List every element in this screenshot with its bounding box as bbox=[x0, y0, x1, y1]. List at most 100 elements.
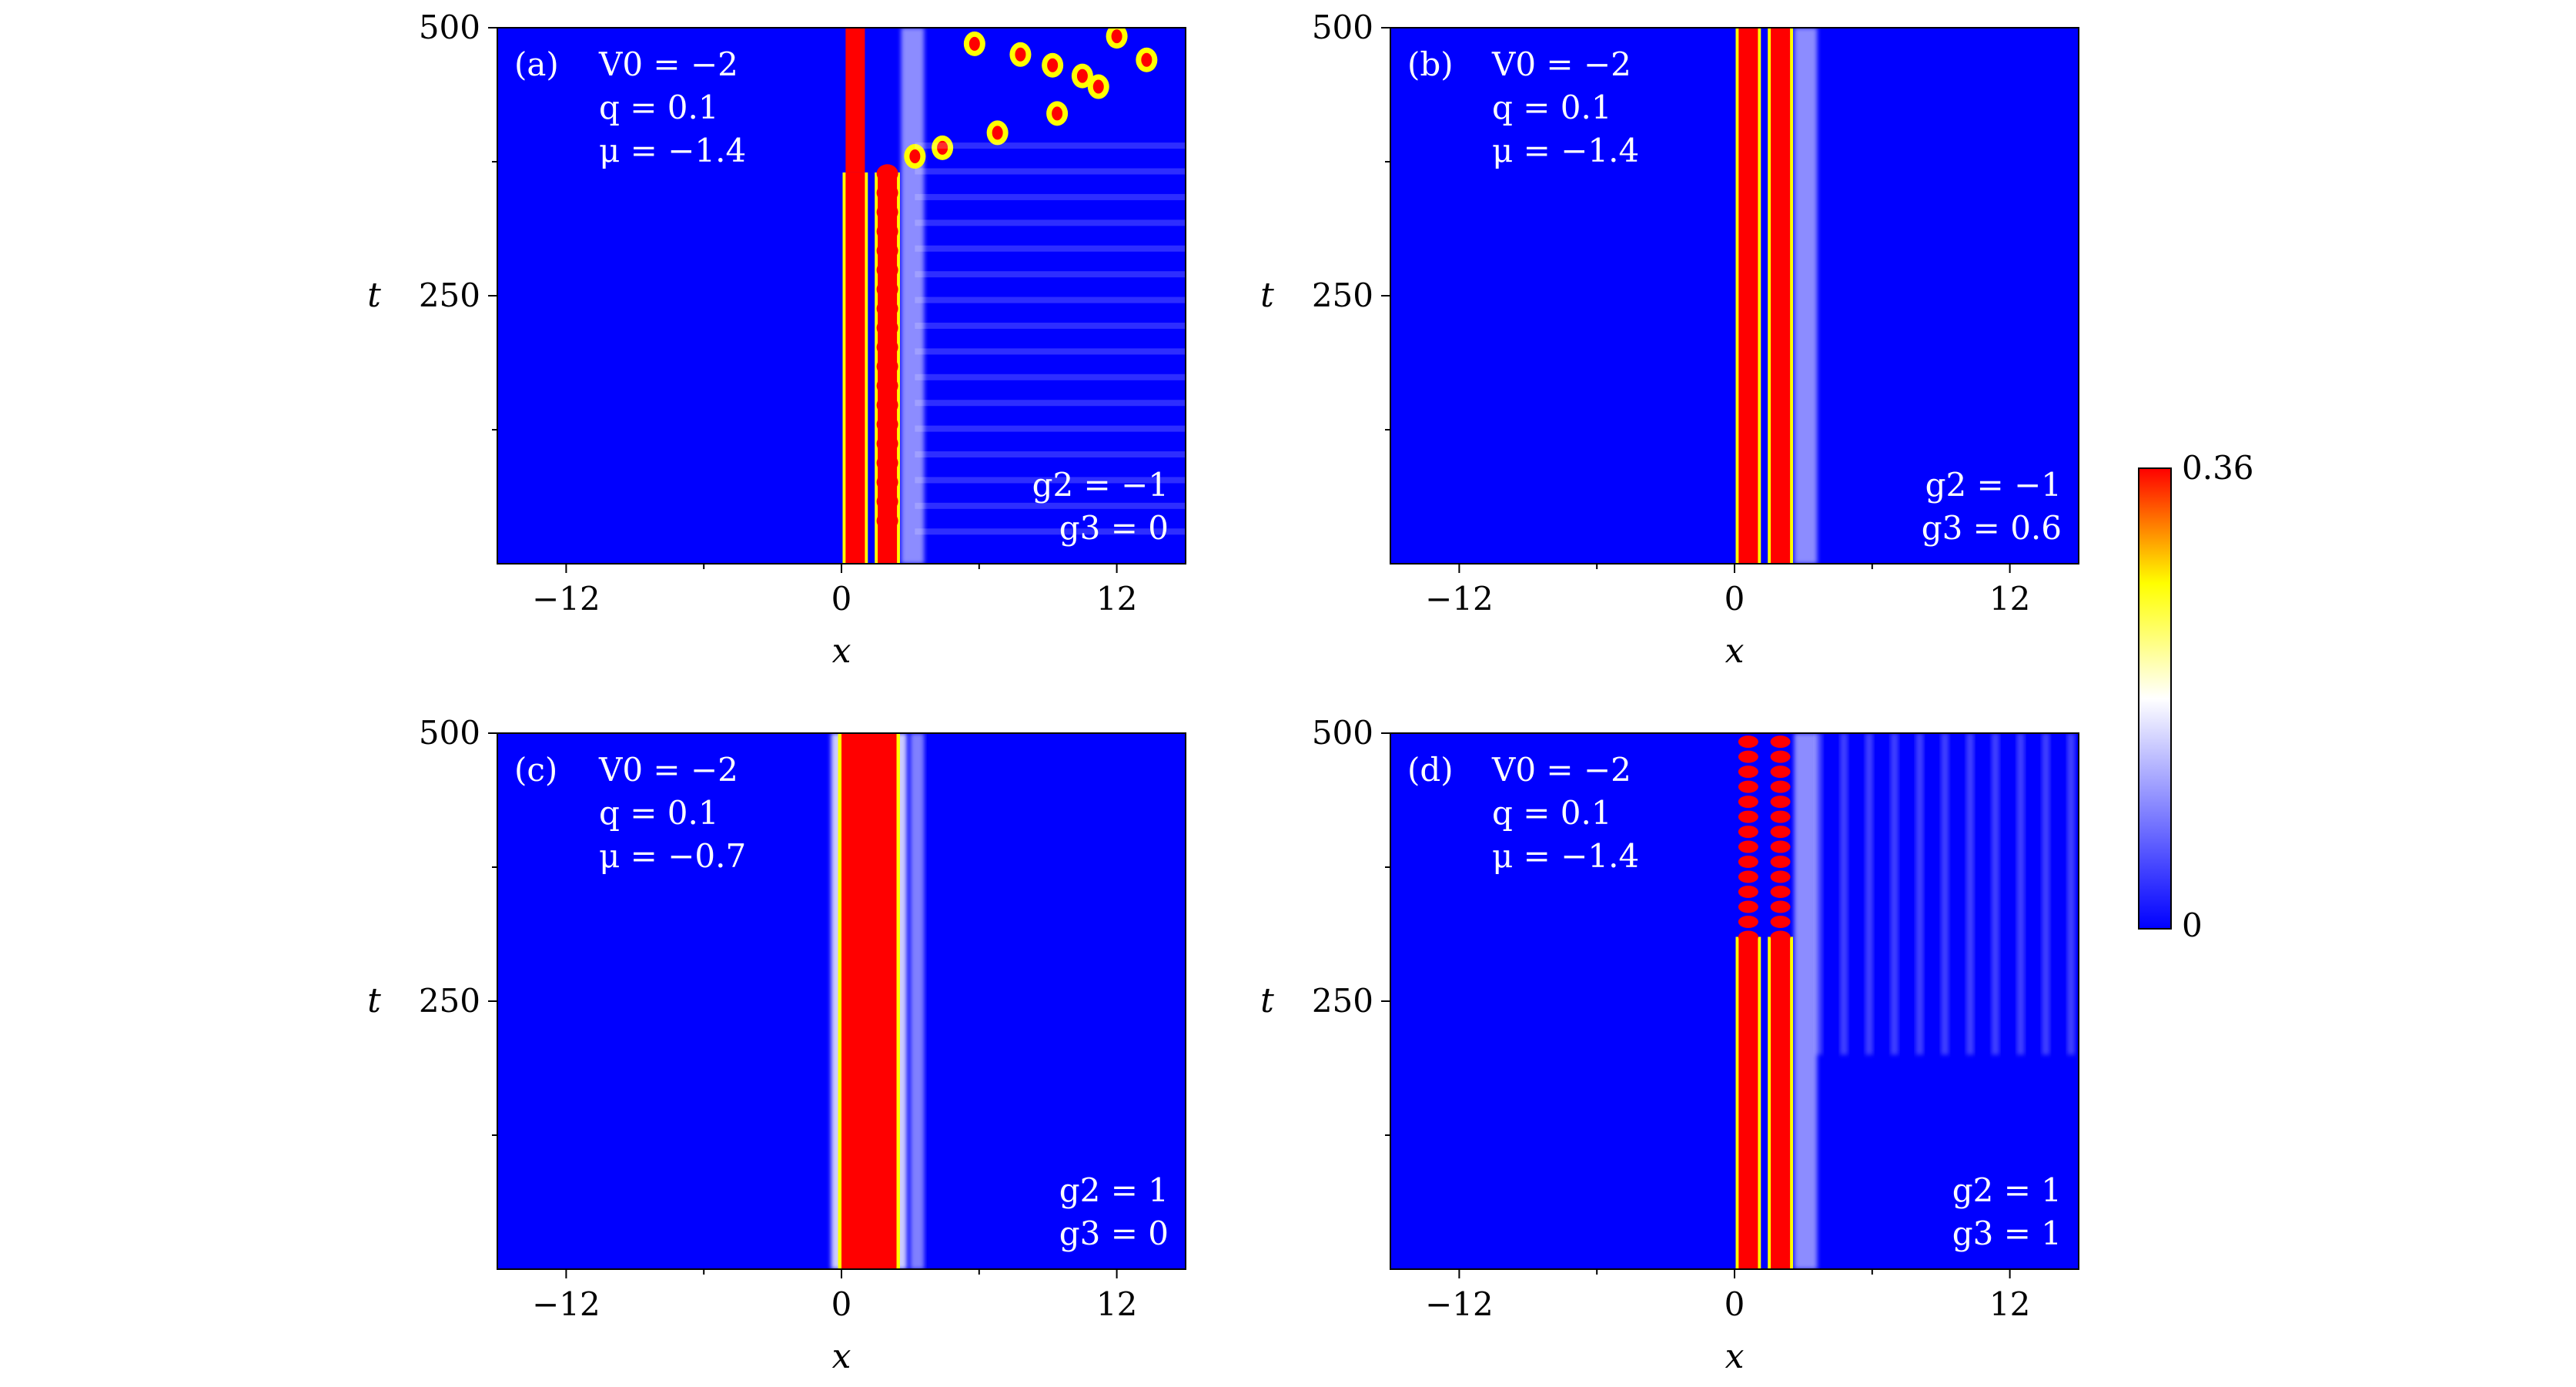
peak-0 bbox=[845, 172, 865, 564]
pulse-blob bbox=[876, 395, 898, 414]
pulse-blob bbox=[876, 434, 898, 454]
oscillation-dot bbox=[1738, 870, 1758, 883]
ripple bbox=[915, 348, 1186, 355]
heatmap-area bbox=[497, 28, 1186, 564]
y-tick-label: 250 bbox=[419, 982, 480, 1020]
oscillation-dot bbox=[1738, 796, 1758, 809]
ripple bbox=[915, 502, 1186, 509]
param-label: μ = −1.4 bbox=[1492, 132, 1639, 169]
panel-label: (b) bbox=[1407, 45, 1454, 83]
x-axis-label: x bbox=[1725, 632, 1745, 671]
ripple bbox=[915, 374, 1186, 380]
surviving-peak bbox=[845, 28, 865, 173]
g-label: g2 = 1 bbox=[1952, 1171, 2062, 1209]
x-tick-label: −12 bbox=[1425, 1285, 1494, 1323]
oscillation-dot bbox=[1770, 780, 1791, 793]
oscillation-dot bbox=[1770, 810, 1791, 823]
pulse-blob bbox=[876, 183, 898, 203]
g-label: g3 = 0 bbox=[1059, 509, 1169, 547]
y-axis-label: t bbox=[367, 981, 381, 1020]
ripple bbox=[915, 142, 1186, 149]
ripple bbox=[915, 219, 1186, 226]
pulse-blob bbox=[876, 473, 898, 492]
pulse-blob bbox=[876, 376, 898, 395]
x-tick-label: 0 bbox=[831, 1285, 852, 1323]
ripple bbox=[915, 296, 1186, 303]
peak-1 bbox=[1771, 28, 1791, 564]
heatmap-area bbox=[1390, 28, 2079, 564]
oscillation-dot bbox=[1770, 900, 1791, 913]
oscillation-dot bbox=[1770, 870, 1791, 883]
x-axis-label: x bbox=[1725, 1337, 1745, 1376]
x-tick-label: −12 bbox=[1425, 580, 1494, 618]
oscillation-dot bbox=[1770, 856, 1791, 869]
pulse-blob bbox=[876, 318, 898, 337]
pulse-blob bbox=[876, 357, 898, 376]
oscillation-dot bbox=[1738, 915, 1758, 928]
x-tick-label: 0 bbox=[1725, 580, 1745, 618]
pulse-blob bbox=[876, 164, 898, 183]
radiation-streak bbox=[2067, 733, 2076, 1055]
panel-2: −12 0 12 250 500 x t (c) V0 = −2 q = 0.1 μ = −0.7 g… bbox=[367, 714, 1186, 1376]
ejected-blob-core-5 bbox=[1111, 29, 1122, 44]
param-label: q = 0.1 bbox=[599, 794, 719, 832]
param-label: V0 = −2 bbox=[598, 45, 738, 83]
panel-label: (a) bbox=[514, 45, 559, 83]
y-tick-label: 500 bbox=[1312, 714, 1373, 752]
y-tick-label: 250 bbox=[1312, 982, 1373, 1020]
radiation-streak bbox=[2042, 733, 2050, 1055]
ripple bbox=[915, 168, 1186, 175]
ripple bbox=[915, 271, 1186, 278]
heatmap-area bbox=[1390, 733, 2079, 1269]
radiation-streak bbox=[1915, 733, 1924, 1055]
radiation-streak bbox=[1840, 733, 1848, 1055]
oscillation-dot bbox=[1770, 766, 1791, 779]
oscillation-dot bbox=[1738, 766, 1758, 779]
colorbar-min-label: 0 bbox=[2182, 906, 2203, 944]
oscillation-dot bbox=[1738, 900, 1758, 913]
oscillation-dot bbox=[1770, 886, 1791, 899]
radiation-streak bbox=[1941, 733, 1949, 1055]
x-tick-label: 12 bbox=[1989, 1285, 2030, 1323]
ejected-blob-core-7 bbox=[1092, 79, 1104, 94]
g-label: g2 = −1 bbox=[1032, 466, 1169, 504]
ejected-blob-core-0 bbox=[909, 149, 921, 164]
ejected-blob-core-9 bbox=[969, 36, 980, 51]
oscillation-dot bbox=[1738, 840, 1758, 853]
radiation-streak bbox=[1991, 733, 1999, 1055]
x-tick-label: 12 bbox=[1096, 1285, 1137, 1323]
ejected-blob-core-2 bbox=[992, 126, 1003, 140]
x-axis-label: x bbox=[832, 632, 851, 671]
param-label: q = 0.1 bbox=[1492, 89, 1612, 126]
panel-label: (c) bbox=[514, 751, 557, 789]
radiation-streak bbox=[1865, 733, 1873, 1055]
halo bbox=[901, 28, 925, 564]
oscillation-dot bbox=[1770, 796, 1791, 809]
oscillation-dot bbox=[1770, 750, 1791, 763]
y-tick-label: 500 bbox=[419, 714, 480, 752]
ejected-blob-core-6 bbox=[1047, 58, 1059, 72]
param-label: μ = −0.7 bbox=[599, 837, 746, 875]
param-label: V0 = −2 bbox=[598, 751, 738, 789]
colorbar-max-label: 0.36 bbox=[2182, 449, 2254, 487]
ripple bbox=[915, 528, 1186, 535]
heatmap-background bbox=[1390, 733, 2079, 1269]
oscillation-dot bbox=[1770, 915, 1791, 928]
colorbar-gradient bbox=[2138, 467, 2172, 930]
x-axis-label: x bbox=[832, 1337, 851, 1376]
x-tick-label: −12 bbox=[532, 580, 601, 618]
pulse-blob bbox=[876, 260, 898, 280]
heatmap-background bbox=[497, 28, 1186, 564]
y-tick-label: 250 bbox=[1312, 276, 1373, 314]
ejected-blob-core-4 bbox=[1076, 69, 1088, 83]
oscillation-dot bbox=[1738, 780, 1758, 793]
ripple bbox=[915, 400, 1186, 407]
param-label: μ = −1.4 bbox=[1492, 837, 1639, 875]
pulse-blob bbox=[876, 511, 898, 531]
radiation-streak bbox=[2016, 733, 2025, 1055]
oscillation-dot bbox=[1738, 826, 1758, 839]
oscillation-dot bbox=[1770, 930, 1791, 943]
pulse-blob bbox=[876, 337, 898, 357]
ripple bbox=[915, 425, 1186, 432]
